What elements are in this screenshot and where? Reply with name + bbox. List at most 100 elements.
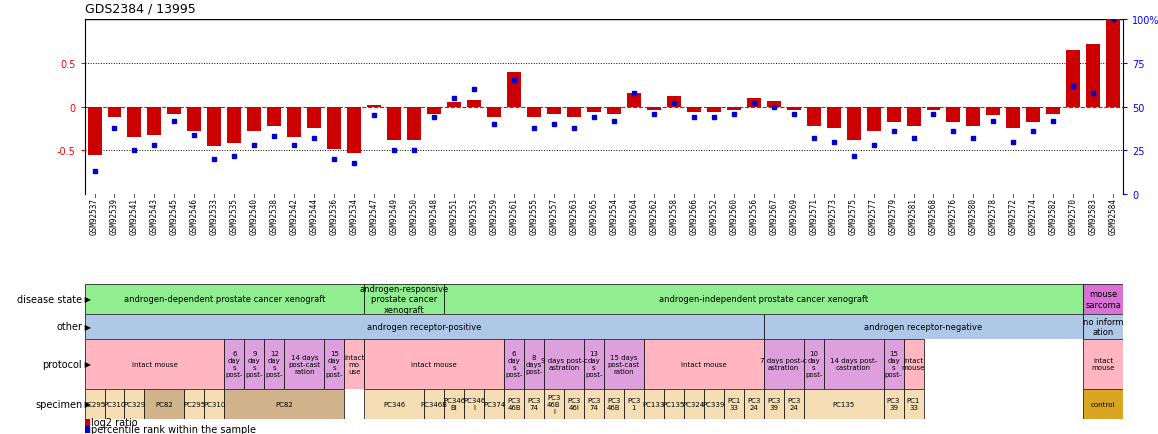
Bar	[145, 389, 184, 419]
Bar	[364, 389, 424, 419]
Bar	[764, 339, 804, 389]
Text: mouse
sarcoma: mouse sarcoma	[1085, 289, 1121, 309]
Bar	[248, 107, 262, 132]
Text: PC133: PC133	[643, 401, 665, 407]
Bar	[364, 339, 504, 389]
Text: PC329: PC329	[124, 401, 146, 407]
Text: GSM92541: GSM92541	[130, 197, 139, 234]
Text: GSM92549: GSM92549	[389, 197, 398, 234]
Text: PC339: PC339	[703, 401, 725, 407]
Text: GSM92578: GSM92578	[989, 197, 998, 234]
Text: PC3
74: PC3 74	[527, 398, 541, 411]
Bar	[1006, 107, 1020, 129]
Bar	[604, 389, 624, 419]
Text: GSM92569: GSM92569	[789, 197, 798, 234]
Text: GSM92556: GSM92556	[749, 197, 758, 234]
Text: GSM92584: GSM92584	[1108, 197, 1117, 234]
Text: GSM92534: GSM92534	[350, 197, 359, 234]
Text: 15
day
s
post-: 15 day s post-	[885, 351, 902, 378]
Text: GSM92554: GSM92554	[609, 197, 618, 234]
Bar	[504, 389, 523, 419]
Text: GSM92551: GSM92551	[449, 197, 459, 234]
Text: GSM92557: GSM92557	[549, 197, 558, 234]
Text: GSM92542: GSM92542	[290, 197, 299, 234]
Bar	[267, 107, 281, 126]
Text: androgen-responsive
prostate cancer
xenograft: androgen-responsive prostate cancer xeno…	[359, 284, 449, 314]
Text: GSM92536: GSM92536	[330, 197, 339, 234]
Text: ▶: ▶	[82, 322, 91, 331]
Text: 6
day
s
post-: 6 day s post-	[226, 351, 243, 378]
Bar	[104, 389, 125, 419]
Bar	[424, 389, 445, 419]
Bar	[846, 107, 860, 141]
Bar	[807, 107, 821, 126]
Text: 14 days post-
castration: 14 days post- castration	[830, 358, 878, 371]
Bar	[1047, 107, 1061, 114]
Text: PC82: PC82	[276, 401, 293, 407]
Bar	[907, 107, 921, 126]
Text: GSM92566: GSM92566	[689, 197, 698, 234]
Bar	[884, 389, 903, 419]
Bar	[664, 389, 683, 419]
Bar	[706, 107, 720, 112]
Bar	[804, 389, 884, 419]
Text: ▶: ▶	[82, 400, 91, 408]
Text: 7 days post-c
astration: 7 days post-c astration	[761, 358, 807, 371]
Text: GSM92547: GSM92547	[369, 197, 379, 234]
Text: 14 days
post-cast
ration: 14 days post-cast ration	[288, 354, 321, 374]
Text: GSM92561: GSM92561	[510, 197, 519, 234]
Bar	[567, 107, 581, 118]
Text: no inform
ation: no inform ation	[1083, 317, 1123, 336]
Bar	[1084, 339, 1123, 389]
Text: GSM92576: GSM92576	[948, 197, 958, 234]
Bar	[225, 389, 344, 419]
Text: GSM92559: GSM92559	[490, 197, 499, 234]
Text: PC3
46B: PC3 46B	[507, 398, 521, 411]
Text: intact
mo
use: intact mo use	[344, 354, 365, 374]
Bar	[108, 107, 122, 118]
Bar	[264, 339, 285, 389]
Bar	[344, 339, 364, 389]
Text: PC3
24: PC3 24	[747, 398, 761, 411]
Bar	[464, 389, 484, 419]
Text: GSM92548: GSM92548	[430, 197, 439, 234]
Bar	[367, 105, 381, 107]
Text: GSM92564: GSM92564	[629, 197, 638, 234]
Text: GSM92572: GSM92572	[1009, 197, 1018, 234]
Bar	[85, 314, 764, 339]
Text: PC3
39: PC3 39	[767, 398, 780, 411]
Text: PC3
39: PC3 39	[887, 398, 900, 411]
Text: GSM92563: GSM92563	[570, 197, 579, 234]
Text: GSM92555: GSM92555	[529, 197, 538, 234]
Bar	[903, 389, 924, 419]
Bar	[764, 314, 1084, 339]
Bar	[147, 107, 161, 135]
Bar	[644, 389, 664, 419]
Text: 6
day
s
post-: 6 day s post-	[505, 351, 522, 378]
Bar	[1086, 44, 1100, 107]
Bar	[85, 339, 225, 389]
Bar	[467, 100, 481, 107]
Bar	[488, 107, 501, 118]
Text: GSM92577: GSM92577	[868, 197, 878, 234]
Text: androgen-dependent prostate cancer xenograft: androgen-dependent prostate cancer xenog…	[124, 295, 325, 304]
Bar	[887, 107, 901, 123]
Text: PC346B: PC346B	[420, 401, 448, 407]
Bar	[307, 107, 321, 129]
Text: PC135: PC135	[662, 401, 684, 407]
Text: androgen receptor-positive: androgen receptor-positive	[367, 322, 482, 331]
Text: other: other	[57, 322, 82, 332]
Bar	[207, 107, 221, 147]
Text: GSM92582: GSM92582	[1049, 197, 1058, 234]
Text: GSM92558: GSM92558	[669, 197, 679, 234]
Text: GSM92552: GSM92552	[709, 197, 718, 234]
Bar	[347, 107, 361, 154]
Bar	[827, 107, 841, 129]
Text: 8
days
post-: 8 days post-	[526, 354, 543, 374]
Bar	[408, 107, 422, 141]
Text: control: control	[1091, 401, 1115, 407]
Text: intact
mouse: intact mouse	[902, 358, 925, 371]
Bar	[1084, 389, 1123, 419]
Bar	[1084, 314, 1123, 339]
Text: disease state: disease state	[17, 294, 82, 304]
